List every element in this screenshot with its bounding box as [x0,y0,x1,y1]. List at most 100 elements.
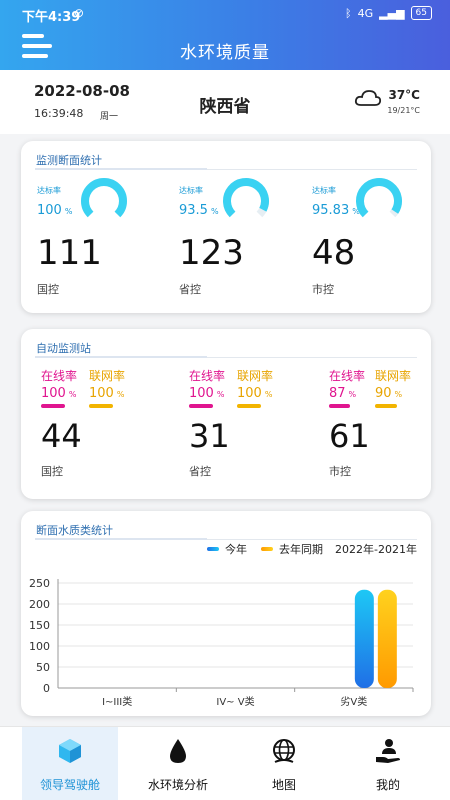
network-rate-value: 100% [89,386,125,401]
network-rate-bar [89,404,113,408]
network-rate-value: 90% [375,386,403,401]
province-name[interactable]: 陕西省 [199,97,251,117]
title-divider [35,356,417,358]
compliance-gauge [223,178,269,218]
section-level: 国控 [37,283,59,296]
network-rate-label: 联网率 [237,369,274,383]
status-time: 下午4:39 [22,10,81,25]
gauge-fill [356,178,402,218]
online-rate-label: 在线率 [329,369,366,383]
y-tick-label: 150 [29,619,50,632]
rate-label: 达标率 [37,186,61,195]
temperature-range: 19/21°C [387,106,420,115]
nav-item-mine[interactable]: 我的 [340,727,436,800]
rate-label: 达标率 [312,186,336,195]
rate-label: 达标率 [179,186,203,195]
nav-label: 地图 [271,778,296,792]
compliance-gauge [356,178,402,218]
nav-label: 水环境分析 [147,778,208,792]
water-quality-card: 断面水质类统计 今年 去年同期 2022年-2021年 0 50 100 150 200… [21,511,431,716]
card-title: 监测断面统计 [36,154,102,167]
bottom-nav: 领导驾驶舱 水环境分析 地图 我的 [0,726,450,800]
online-rate-value: 87% [329,386,357,401]
water-quality-chart: 0 50 100 150 200 250 I~III类 IV~ V类 劣V类 [29,577,414,708]
rate-value: 93.5% [179,203,219,218]
station-national[interactable]: 在线率 联网率 100% 100% 44 国控 [21,329,161,499]
section-level: 省控 [179,283,201,296]
bar-this-year [354,589,374,688]
legend-swatch-last-year [261,547,274,551]
online-rate-bar [189,404,213,408]
online-rate-label: 在线率 [189,369,226,383]
globe-icon [273,739,295,763]
title-divider [35,538,417,540]
bluetooth-icon: ᛒ [345,6,352,20]
current-time: 16:39:48 [34,107,84,120]
y-tick-label: 200 [29,598,50,611]
info-bar: 2022-08-08 16:39:48 周一 陕西省 37°C 19/21°C [0,70,450,134]
online-rate-bar [329,404,350,408]
section-count: 123 [179,233,244,273]
network-rate-label: 联网率 [89,369,126,383]
status-icons: ᛒ 4G ▂▄▆ 65 [345,6,432,20]
cube-icon [59,739,81,763]
nav-item-cockpit[interactable]: 领导驾驶舱 [22,727,118,800]
chart-period: 2022年-2021年 [335,543,417,556]
legend-last-year[interactable]: 去年同期 [279,543,324,556]
temperature: 37°C [388,88,420,102]
status-bar: 下午4:39 ⊘ ᛒ 4G ▂▄▆ 65 [0,0,450,28]
station-count: 44 [41,417,82,455]
stat-national[interactable]: 达标率 100% 111 国控 [21,141,156,313]
user-hand-icon [376,739,400,763]
station-provincial[interactable]: 在线率 联网率 100% 100% 31 省控 [169,329,309,499]
gauge-fill [223,178,269,218]
station-level: 市控 [329,465,351,478]
network-rate-value: 100% [237,386,273,401]
title-divider [35,168,417,170]
station-municipal[interactable]: 在线率 联网率 87% 90% 61 市控 [309,329,449,499]
current-date: 2022-08-08 [34,82,130,100]
gauge-fill [81,178,127,218]
app-header: 下午4:39 ⊘ ᛒ 4G ▂▄▆ 65 水环境质量 [0,0,450,70]
station-level: 国控 [41,465,63,478]
mute-icon: ⊘ [74,6,85,20]
cloud-icon [354,90,382,106]
online-rate-value: 100% [41,386,77,401]
signal-icon: ▂▄▆ [379,6,405,20]
network-label: 4G [357,6,374,20]
x-tick-label: I~III类 [102,695,132,708]
auto-station-card: 自动监测站 在线率 联网率 100% 100% 44 国控 在线率 联网率 10… [21,329,431,499]
y-tick-label: 100 [29,640,50,653]
bar-last-year [377,589,397,688]
network-rate-bar [237,404,261,408]
section-level: 市控 [312,283,334,296]
x-tick-label: 劣V类 [340,695,367,708]
x-tick-label: IV~ V类 [216,695,254,708]
battery-indicator: 65 [410,6,432,20]
online-rate-label: 在线率 [41,369,78,383]
online-rate-value: 100% [189,386,225,401]
menu-icon[interactable] [22,34,52,60]
station-level: 省控 [189,465,211,478]
network-rate-label: 联网率 [375,369,412,383]
monitoring-section-card: 监测断面统计 达标率 100% 111 国控 达标率 93.5% 123 省控 … [21,141,431,313]
legend-this-year[interactable]: 今年 [225,543,248,556]
nav-item-map[interactable]: 地图 [236,727,332,800]
water-drop-icon [170,739,186,763]
station-count: 31 [189,417,230,455]
section-count: 48 [312,233,356,273]
nav-item-analysis[interactable]: 水环境分析 [130,727,226,800]
section-count: 111 [37,233,102,273]
card-title: 自动监测站 [36,342,91,355]
compliance-gauge [81,178,127,218]
card-title: 断面水质类统计 [36,524,113,537]
y-tick-label: 50 [36,661,50,674]
rate-value: 95.83% [312,203,360,218]
station-count: 61 [329,417,370,455]
nav-label: 领导驾驶舱 [39,778,100,792]
weekday: 周一 [100,112,119,122]
stat-municipal[interactable]: 达标率 95.83% 48 市控 [296,141,431,313]
page-title: 水环境质量 [180,43,270,63]
nav-label: 我的 [375,778,400,792]
stat-provincial[interactable]: 达标率 93.5% 123 省控 [163,141,298,313]
